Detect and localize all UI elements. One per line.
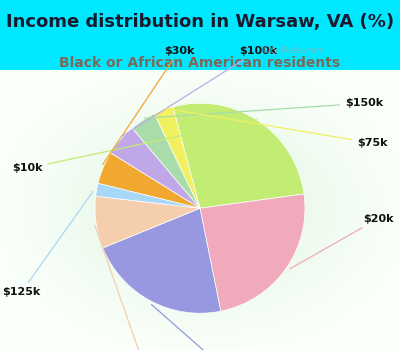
Wedge shape xyxy=(200,194,305,311)
Wedge shape xyxy=(173,103,304,208)
Text: $100k: $100k xyxy=(121,46,277,137)
Wedge shape xyxy=(111,128,200,208)
Text: Black or African American residents: Black or African American residents xyxy=(60,56,340,70)
Wedge shape xyxy=(95,196,200,248)
Text: $125k: $125k xyxy=(2,191,93,297)
Text: $150k: $150k xyxy=(144,98,383,118)
Text: $10k: $10k xyxy=(12,120,256,173)
Wedge shape xyxy=(154,107,200,208)
Text: $60k: $60k xyxy=(152,304,236,350)
Text: $40k: $40k xyxy=(95,225,158,350)
Wedge shape xyxy=(103,208,221,313)
Text: City-Data.com: City-Data.com xyxy=(262,46,322,55)
Text: $30k: $30k xyxy=(103,46,194,164)
Wedge shape xyxy=(132,114,200,208)
Text: Income distribution in Warsaw, VA (%): Income distribution in Warsaw, VA (%) xyxy=(6,13,394,30)
Wedge shape xyxy=(96,183,200,208)
Wedge shape xyxy=(98,153,200,208)
Text: $75k: $75k xyxy=(166,108,388,148)
Text: $20k: $20k xyxy=(290,214,393,269)
